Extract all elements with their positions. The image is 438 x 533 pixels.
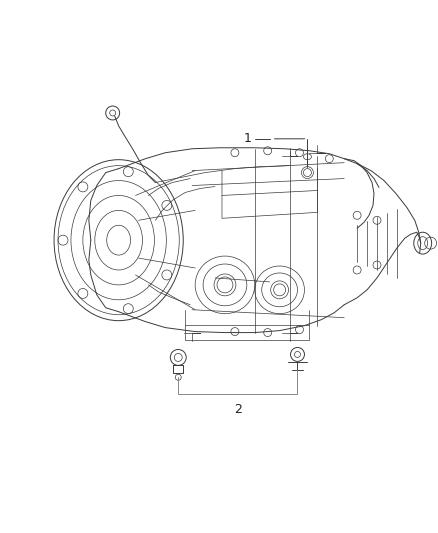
Text: 1: 1 bbox=[244, 132, 252, 146]
Text: 2: 2 bbox=[234, 402, 242, 416]
